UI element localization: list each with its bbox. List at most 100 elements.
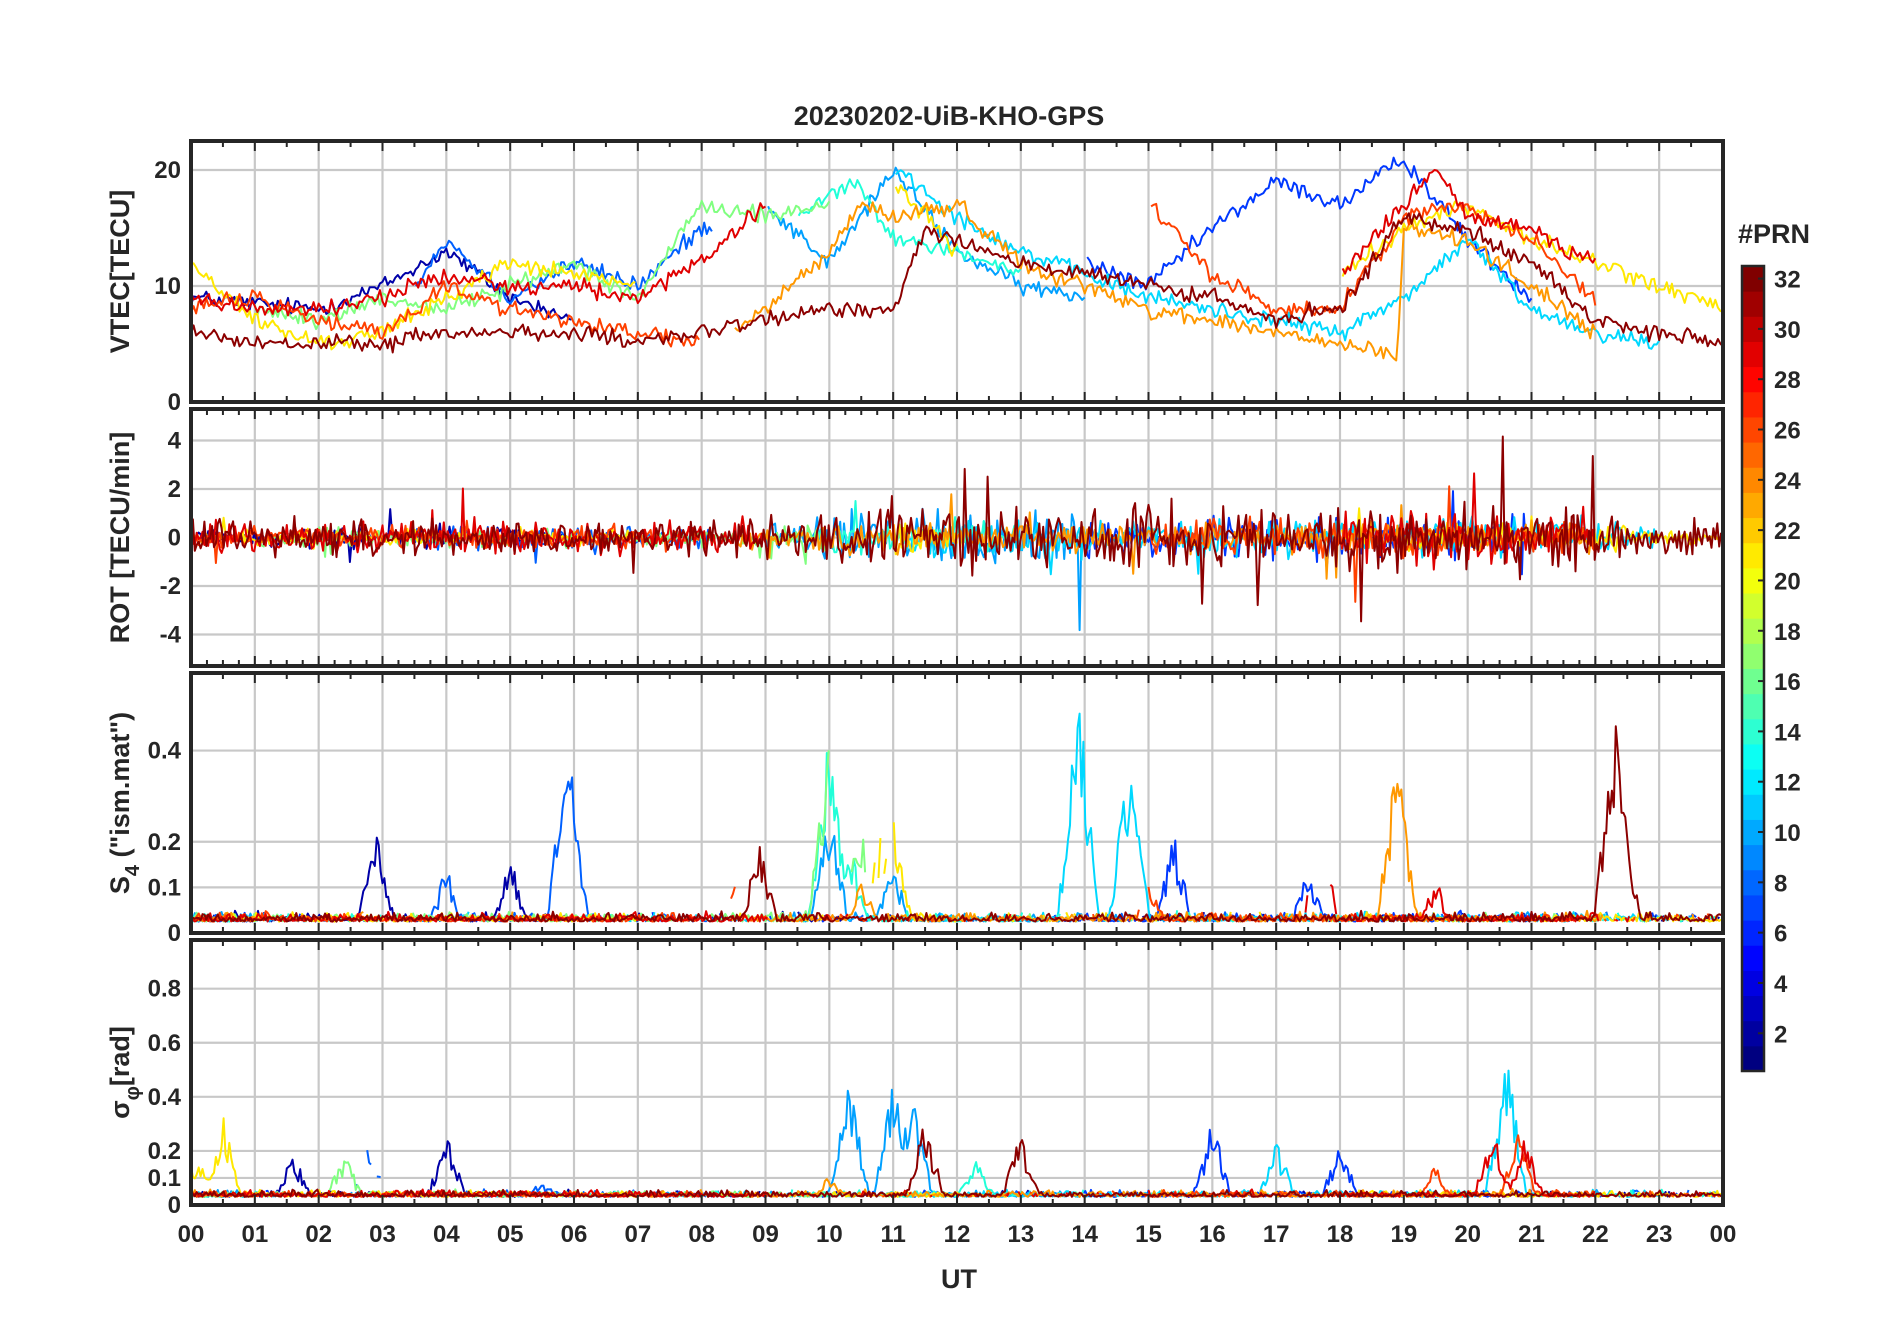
grid <box>191 141 1723 402</box>
colorbar-segment <box>1742 291 1764 317</box>
colorbar-tick-label: 24 <box>1774 468 1801 495</box>
x-tick-label: 13 <box>1007 1221 1034 1248</box>
series-line-prn-23 <box>191 782 1719 923</box>
minor-ticks <box>190 940 1724 1205</box>
colorbar-segment <box>1742 844 1764 871</box>
colorbar-tick-label: 4 <box>1774 971 1788 998</box>
colorbar-segment <box>1742 391 1764 418</box>
y-axis-label: ROT [TECU/min] <box>105 432 135 643</box>
series-line-prn-11 <box>191 712 1718 923</box>
series-line-prn-31 <box>191 435 1723 623</box>
colorbar-tick-label: 26 <box>1774 418 1801 445</box>
x-tick-label: 00 <box>178 1221 205 1248</box>
series-line-prn-2 <box>191 247 572 321</box>
colorbar-tick-label: 16 <box>1774 669 1801 696</box>
x-tick-label: 23 <box>1646 1221 1673 1248</box>
y-tick-label: 10 <box>154 273 181 300</box>
colorbar-segment <box>1742 316 1764 342</box>
y-tick-label: 2 <box>168 476 181 503</box>
minor-ticks <box>190 141 1724 402</box>
series-group <box>191 1071 1721 1197</box>
x-tick-label: 03 <box>369 1221 396 1248</box>
colorbar-label: #PRN <box>1738 219 1810 249</box>
colorbar-tick-label: 2 <box>1774 1021 1787 1048</box>
colorbar-tick-label: 18 <box>1774 619 1801 646</box>
y-axis-label-main: S <box>105 876 135 894</box>
y-axis-label: σφ[rad] <box>105 1026 144 1119</box>
series-line-prn-7 <box>414 221 713 305</box>
colorbar-tick-label: 32 <box>1774 267 1801 294</box>
colorbar-tick-label: 30 <box>1774 317 1801 344</box>
x-tick-label: 20 <box>1454 1221 1481 1248</box>
x-tick-label: 11 <box>880 1221 905 1248</box>
colorbar-tick-label: 10 <box>1774 820 1801 847</box>
y-axis-label: S4 ("ism.mat") <box>105 712 144 894</box>
colorbar-segment <box>1742 693 1764 720</box>
minor-ticks <box>190 409 1724 666</box>
series-line-prn-14 <box>191 752 1716 923</box>
y-tick-label: 0.4 <box>148 1084 182 1111</box>
panel-s4: 00.10.20.4S4 ("ism.mat") <box>105 671 1725 947</box>
x-tick-label: 18 <box>1327 1221 1354 1248</box>
colorbar-segment <box>1742 542 1764 569</box>
colorbar-segment <box>1742 668 1764 695</box>
x-tick-label: 17 <box>1263 1221 1290 1248</box>
x-tick-label: 02 <box>305 1221 332 1248</box>
y-axis-label-subscript: 4 <box>122 864 144 876</box>
y-axis-label-main: σ <box>105 1100 135 1118</box>
colorbar-segment <box>1742 945 1764 971</box>
colorbar-segment <box>1742 492 1764 519</box>
x-axis: 00 01 02 03 04 05 06 07 08 09 10 11 12 13 14 15 16 17 18 19… <box>178 1221 1737 1248</box>
y-tick-label: 0 <box>168 920 181 947</box>
colorbar-segment <box>1742 366 1764 393</box>
x-tick-label: 00 <box>1710 1221 1737 1248</box>
colorbar-segment <box>1742 266 1764 292</box>
colorbar-segment <box>1742 769 1764 795</box>
y-tick-label: 0.4 <box>148 738 182 765</box>
colorbar-tick-label: 6 <box>1774 921 1787 948</box>
x-axis-label: UT <box>941 1264 977 1294</box>
series-line-prn-14 <box>797 178 1022 276</box>
y-axis-label: VTEC[TECU] <box>105 190 135 354</box>
colorbar-segment <box>1742 517 1764 544</box>
x-tick-label: 22 <box>1582 1221 1609 1248</box>
colorbar-segment <box>1742 341 1764 368</box>
y-tick-label: -4 <box>160 621 182 648</box>
colorbar-segment <box>1742 567 1764 594</box>
y-tick-label: 0.2 <box>148 829 181 856</box>
x-tick-label: 08 <box>688 1221 715 1248</box>
colorbar-segment <box>1742 618 1764 644</box>
series-line-prn-28 <box>191 169 1597 317</box>
y-axis-label-rest: ("ism.mat") <box>105 712 135 865</box>
x-tick-label: 15 <box>1135 1221 1162 1248</box>
colorbar-tick-label: 14 <box>1774 719 1801 746</box>
colorbar-segment <box>1742 643 1764 669</box>
series-line-prn-9 <box>767 166 1086 302</box>
y-tick-label: 0 <box>168 525 181 552</box>
y-tick-label: 0 <box>168 1192 181 1219</box>
colorbar-segment <box>1742 794 1764 820</box>
series-line-prn-2 <box>191 836 1721 923</box>
colorbar-tick-label: 20 <box>1774 568 1801 595</box>
y-tick-label: 20 <box>154 157 181 184</box>
colorbar-segment <box>1742 442 1764 468</box>
colorbar-segment <box>1742 869 1764 896</box>
colorbar-tick-label: 28 <box>1774 367 1801 394</box>
colorbar-tick-label: 8 <box>1774 870 1787 897</box>
series-line-prn-5 <box>1086 156 1533 303</box>
colorbar-segment <box>1742 593 1764 619</box>
y-tick-label: 4 <box>168 428 182 455</box>
y-tick-label: 0.1 <box>148 874 181 901</box>
colorbar-segment <box>1742 416 1764 443</box>
x-tick-label: 05 <box>497 1221 524 1248</box>
series-line-prn-31 <box>191 212 1723 354</box>
panel-vtec: 0 10 20 VTEC[TECU] <box>105 139 1725 416</box>
grid <box>191 673 1723 933</box>
series-line-prn-5 <box>191 841 1717 922</box>
x-tick-label: 04 <box>433 1221 460 1248</box>
series-group <box>191 156 1723 362</box>
y-tick-label: 0.2 <box>148 1138 181 1165</box>
